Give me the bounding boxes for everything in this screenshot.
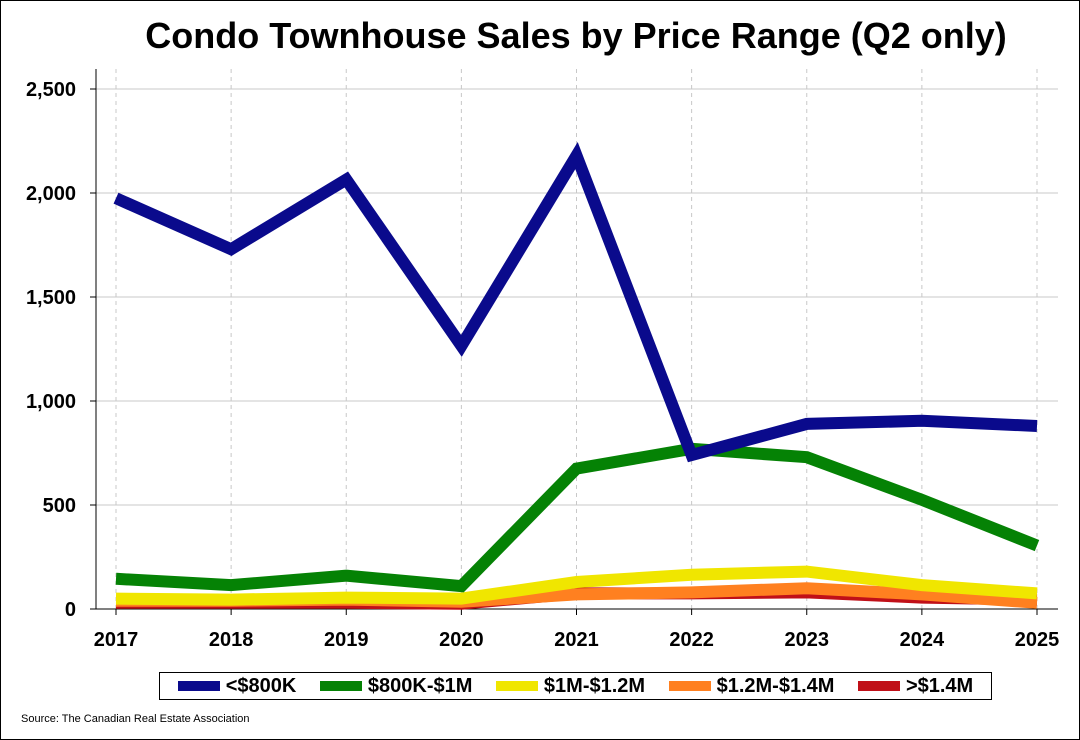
legend: <$800K $800K-$1M $1M-$1.2M $1.2M-$1.4M >$1.4… — [159, 672, 992, 700]
series-line-800k — [113, 142, 1038, 463]
y-tick-label: 0 — [65, 599, 76, 621]
legend-label: $1.2M-$1.4M — [716, 674, 835, 697]
x-tick-label: 2017 — [94, 629, 139, 651]
y-tick-label: 2,500 — [26, 79, 76, 101]
legend-swatch — [668, 681, 711, 691]
x-tick-label: 2022 — [669, 629, 714, 651]
chart-title: Condo Townhouse Sales by Price Range (Q2… — [145, 15, 1007, 56]
x-tick-label: 2024 — [900, 629, 945, 651]
x-tick-label: 2019 — [324, 629, 369, 651]
y-tick-label: 1,500 — [26, 287, 76, 309]
source-note: Source: The Canadian Real Estate Associa… — [21, 713, 250, 725]
x-tick-label: 2020 — [439, 629, 484, 651]
legend-swatch — [495, 681, 538, 691]
legend-entry: <$800K — [177, 674, 297, 698]
legend-label: $1M-$1.2M — [543, 674, 646, 697]
y-tick-label: 2,000 — [26, 183, 76, 205]
legend-swatch — [319, 681, 362, 691]
x-tick-label: 2025 — [1015, 629, 1060, 651]
legend-entry: >$1.4M — [857, 674, 974, 698]
legend-label: $800K-$1M — [367, 674, 473, 697]
x-tick-label: 2021 — [554, 629, 599, 651]
legend-swatch — [857, 681, 900, 691]
series-line-800k-1m — [115, 442, 1040, 593]
legend-swatch — [177, 681, 220, 691]
x-tick-label: 2018 — [209, 629, 254, 651]
series-line-1m-1-2m — [115, 565, 1038, 606]
y-tick-label: 500 — [43, 495, 76, 517]
legend-entry: $1M-$1.2M — [495, 674, 646, 698]
legend-label: >$1.4M — [905, 674, 974, 697]
legend-entry: $1.2M-$1.4M — [668, 674, 835, 698]
x-tick-label: 2023 — [785, 629, 830, 651]
legend-label: <$800K — [225, 674, 297, 697]
legend-entry: $800K-$1M — [319, 674, 473, 698]
y-tick-label: 1,000 — [26, 391, 76, 413]
